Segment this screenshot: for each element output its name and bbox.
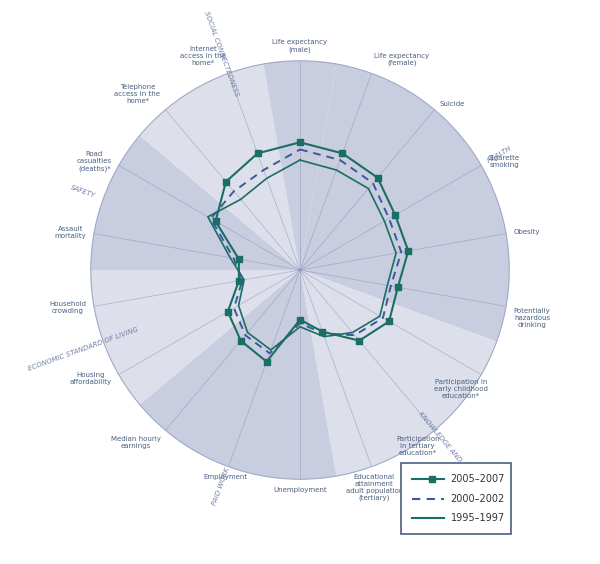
Point [234, 276, 244, 285]
Text: Participation in
early childhood
education*: Participation in early childhood educati… [434, 378, 488, 399]
Point [253, 149, 262, 158]
Text: Household
crowding: Household crowding [49, 301, 86, 314]
Text: 2005–2007: 2005–2007 [451, 474, 505, 484]
Point [391, 210, 400, 219]
Point [384, 317, 394, 326]
Text: HEALTH: HEALTH [487, 146, 513, 164]
Text: Unemployment: Unemployment [273, 487, 327, 493]
Wedge shape [300, 270, 497, 476]
Text: Suicide: Suicide [440, 101, 465, 107]
Wedge shape [140, 61, 337, 270]
Wedge shape [91, 135, 300, 270]
Point [236, 336, 245, 345]
Wedge shape [300, 64, 509, 342]
Text: 1995–1997: 1995–1997 [451, 513, 505, 523]
Text: Internet
access in the
home*: Internet access in the home* [180, 46, 226, 66]
Point [338, 149, 347, 158]
Text: SOCIAL CONNECTEDNESS: SOCIAL CONNECTEDNESS [203, 10, 239, 97]
Text: Road
casualties
(deaths)*: Road casualties (deaths)* [77, 151, 112, 171]
Point [234, 255, 244, 264]
Point [221, 177, 231, 186]
Text: PAID WORK: PAID WORK [211, 466, 231, 506]
Text: Telephone
access in the
home*: Telephone access in the home* [115, 83, 160, 104]
Text: Cigarette
smoking: Cigarette smoking [488, 155, 520, 168]
Point [373, 173, 382, 182]
Point [223, 307, 233, 316]
Text: KNOWLEDGE AND SKILLS: KNOWLEDGE AND SKILLS [417, 411, 479, 483]
Text: Life expectancy
(male): Life expectancy (male) [272, 39, 328, 53]
Wedge shape [140, 270, 337, 479]
Text: Obesity: Obesity [514, 230, 540, 235]
Wedge shape [91, 270, 300, 404]
Text: Median hourly
earnings: Median hourly earnings [110, 437, 160, 450]
Text: 2000–2002: 2000–2002 [451, 494, 505, 504]
Text: Life expectancy
(female): Life expectancy (female) [374, 52, 430, 66]
FancyBboxPatch shape [401, 463, 511, 534]
Point [262, 357, 271, 366]
Text: Participation
in tertiary
education*: Participation in tertiary education* [396, 437, 440, 456]
Point [211, 217, 220, 226]
Text: Potentially
hazardous
drinking: Potentially hazardous drinking [514, 308, 551, 328]
Text: Assault
mortality: Assault mortality [55, 226, 86, 239]
Point [295, 315, 305, 324]
Point [403, 246, 413, 255]
Point [317, 327, 327, 336]
Point [355, 336, 364, 345]
Point [393, 283, 403, 292]
Text: Educational
attainment
adult population
(tertiary): Educational attainment adult population … [346, 474, 403, 501]
Text: ECONOMIC STANDARD OF LIVING: ECONOMIC STANDARD OF LIVING [28, 326, 139, 372]
Text: SAFETY: SAFETY [70, 184, 97, 199]
Text: Housing
affordability: Housing affordability [70, 372, 112, 385]
Text: Employment: Employment [204, 474, 248, 480]
Wedge shape [263, 61, 337, 270]
Point [295, 138, 305, 147]
